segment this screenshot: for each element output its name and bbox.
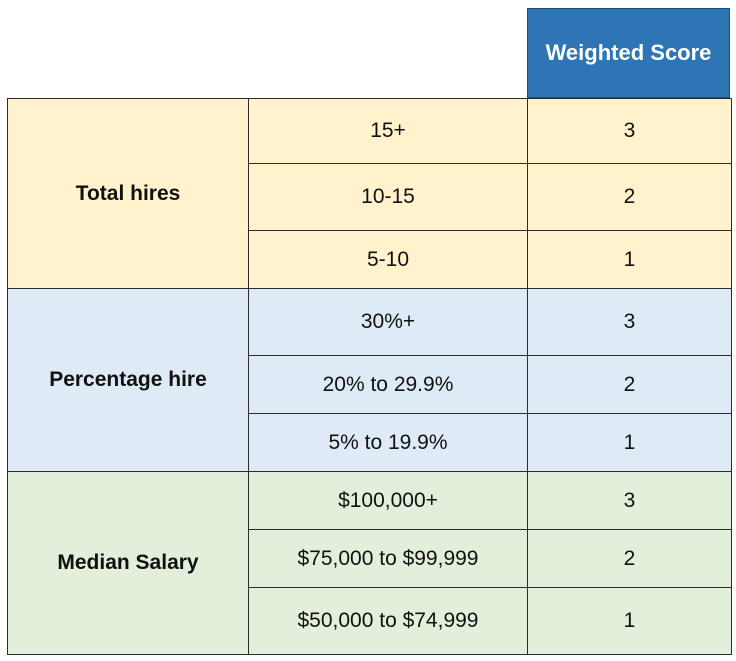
table-row: 5% to 19.9% 1 (8, 413, 732, 472)
category-cell-total-hires: Total hires (7, 98, 249, 289)
score-cell: 2 (527, 163, 732, 231)
scoring-table: Total hires 15+ 3 10-15 2 5-10 1 Percent… (7, 98, 732, 655)
table-row: 20% to 29.9% 2 (8, 355, 732, 414)
score-cell: 1 (527, 230, 732, 289)
score-cell: 3 (527, 288, 732, 356)
table-row: Total hires 15+ 3 (7, 98, 732, 289)
table-row: 10-15 2 (8, 163, 732, 231)
range-cell: 10-15 (248, 163, 528, 231)
range-cell: $75,000 to $99,999 (248, 529, 528, 588)
range-cell: $50,000 to $74,999 (248, 587, 528, 655)
table-row: $50,000 to $74,999 1 (8, 587, 732, 655)
category-cell-median-salary: Median Salary (7, 471, 249, 655)
range-cell: 5-10 (248, 230, 528, 289)
score-cell: 1 (527, 587, 732, 655)
weighted-score-header-label: Weighted Score (545, 40, 712, 65)
score-cell: 3 (527, 98, 732, 164)
table-row: $75,000 to $99,999 2 (8, 529, 732, 588)
range-cell: 5% to 19.9% (248, 413, 528, 472)
score-cell: 1 (527, 413, 732, 472)
range-cell: 30%+ (248, 288, 528, 356)
range-cell: 15+ (248, 98, 528, 164)
score-cell: 2 (527, 355, 732, 414)
range-cell: $100,000+ (248, 471, 528, 530)
score-cell: 3 (527, 471, 732, 530)
weighted-score-header: Weighted Score (527, 8, 730, 98)
range-cell: 20% to 29.9% (248, 355, 528, 414)
table-row: Percentage hire 30%+ 3 (7, 288, 732, 472)
score-cell: 2 (527, 529, 732, 588)
table-row: 5-10 1 (8, 230, 732, 289)
category-cell-percentage-hire: Percentage hire (7, 288, 249, 472)
table-row: Median Salary $100,000+ 3 (7, 471, 732, 655)
